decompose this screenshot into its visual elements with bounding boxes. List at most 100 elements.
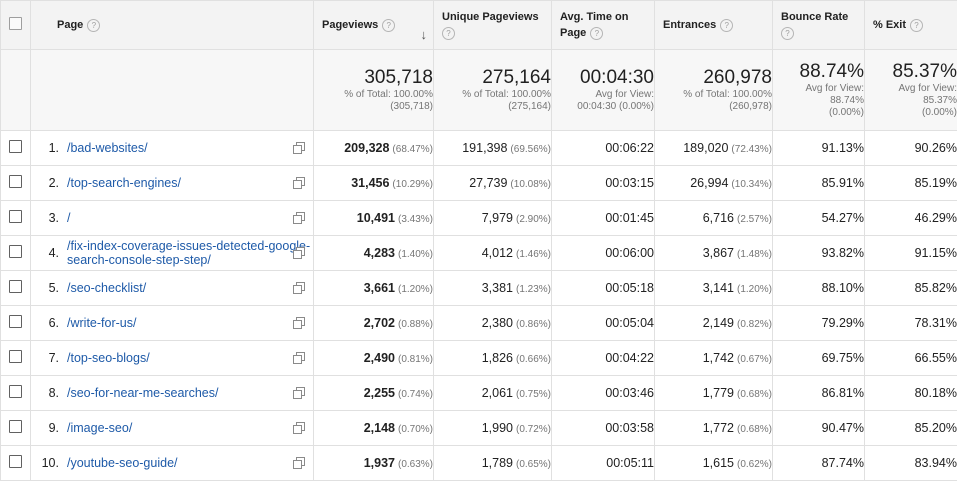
help-icon[interactable]: ? [720, 18, 734, 32]
open-in-new-window-icon[interactable] [293, 282, 305, 294]
help-icon[interactable]: ? [910, 18, 924, 32]
page-link[interactable]: /fix-index-coverage-issues-detected-goog… [67, 239, 311, 267]
row-checkbox[interactable] [9, 385, 22, 398]
row-checkbox[interactable] [9, 455, 22, 468]
page-cell: 10. /youtube-seo-guide/ [30, 445, 314, 481]
bounce-rate-value: 91.13% [821, 141, 864, 155]
unique-pageviews-cell: 1,990 (0.72%) [433, 410, 552, 446]
page-link[interactable]: / [67, 211, 71, 225]
entrances-percent: (0.62%) [736, 459, 772, 470]
open-in-new-window-icon[interactable] [293, 177, 305, 189]
bounce-rate-cell: 88.10% [772, 270, 865, 306]
row-checkbox[interactable] [9, 210, 22, 223]
page-link[interactable]: /image-seo/ [67, 421, 133, 435]
unique-pageviews-cell: 191,398 (69.56%) [433, 130, 552, 166]
help-icon[interactable]: ? [590, 26, 604, 40]
table-row: 1. /bad-websites/ 209,328 (68.47%) 191,39… [0, 130, 957, 166]
entrances-cell: 2,149 (0.82%) [654, 305, 773, 341]
summary-sub: (275,164) [508, 101, 551, 112]
row-select-cell [0, 375, 31, 411]
summary-sub: % of Total: 100.00% [344, 89, 433, 100]
unique-pageviews-percent: (0.86%) [515, 319, 551, 330]
column-header-pageviews-label: Pageviews [322, 19, 379, 31]
unique-pageviews-value: 27,739 [469, 176, 508, 190]
avg-time-cell: 00:03:46 [551, 375, 655, 411]
exit-value: 91.15% [914, 246, 957, 260]
open-in-new-window-icon[interactable] [293, 387, 305, 399]
row-select-cell [0, 270, 31, 306]
avg-time-value: 00:06:00 [605, 246, 654, 260]
column-header-bounce-rate[interactable]: Bounce Rate ? [772, 0, 865, 50]
open-in-new-window-icon[interactable] [293, 142, 305, 154]
summary-sub: Avg for View: [595, 89, 654, 100]
page-link[interactable]: /top-search-engines/ [67, 176, 181, 190]
entrances-percent: (72.43%) [731, 144, 772, 155]
summary-sub: Avg for View: [805, 83, 864, 94]
column-header-pageviews[interactable]: Pageviews? ↓ [313, 0, 434, 50]
exit-cell: 85.19% [864, 165, 957, 201]
pageviews-value: 1,937 [363, 456, 395, 470]
row-checkbox[interactable] [9, 350, 22, 363]
bounce-rate-value: 54.27% [821, 211, 864, 225]
page-link[interactable]: /seo-checklist/ [67, 281, 147, 295]
unique-pageviews-cell: 27,739 (10.08%) [433, 165, 552, 201]
column-header-entrances[interactable]: Entrances? [654, 0, 773, 50]
help-icon[interactable]: ? [382, 18, 396, 32]
bounce-rate-value: 85.91% [821, 176, 864, 190]
summary-sub: (0.00%) [921, 107, 957, 118]
unique-pageviews-value: 191,398 [462, 141, 508, 155]
entrances-percent: (0.67%) [736, 354, 772, 365]
row-checkbox[interactable] [9, 245, 22, 258]
pageviews-percent: (0.81%) [397, 354, 433, 365]
unique-pageviews-percent: (0.72%) [515, 424, 551, 435]
row-index: 3. [48, 211, 59, 225]
pageviews-value: 2,255 [363, 386, 395, 400]
column-header-avg-time-label: Avg. Time on Page [560, 11, 629, 39]
bounce-rate-cell: 86.81% [772, 375, 865, 411]
summary-sub: (0.00%) [828, 107, 864, 118]
unique-pageviews-cell: 2,380 (0.86%) [433, 305, 552, 341]
exit-value: 90.26% [914, 141, 957, 155]
page-link[interactable]: /top-seo-blogs/ [67, 351, 150, 365]
exit-cell: 85.20% [864, 410, 957, 446]
open-in-new-window-icon[interactable] [293, 422, 305, 434]
entrances-percent: (0.82%) [736, 319, 772, 330]
select-all-checkbox[interactable] [9, 17, 22, 30]
sort-descending-icon[interactable]: ↓ [420, 27, 428, 42]
entrances-value: 2,149 [702, 316, 734, 330]
open-in-new-window-icon[interactable] [293, 212, 305, 224]
page-link[interactable]: /youtube-seo-guide/ [67, 456, 178, 470]
column-header-unique-pageviews[interactable]: Unique Pageviews ? [433, 0, 552, 50]
help-icon[interactable]: ? [781, 26, 794, 40]
page-link[interactable]: /seo-for-near-me-searches/ [67, 386, 219, 400]
row-checkbox[interactable] [9, 315, 22, 328]
avg-time-cell: 00:05:11 [551, 445, 655, 481]
column-header-bounce-rate-label: Bounce Rate [781, 11, 849, 23]
help-icon[interactable]: ? [442, 26, 455, 40]
summary-empty-cell [0, 49, 31, 131]
open-in-new-window-icon[interactable] [293, 247, 305, 259]
open-in-new-window-icon[interactable] [293, 317, 305, 329]
header-row: Page? Pageviews? ↓ Unique Pageviews ? Av… [0, 0, 957, 50]
column-header-exit[interactable]: % Exit? [864, 0, 957, 50]
page-link[interactable]: /write-for-us/ [67, 316, 137, 330]
summary-sub: 88.74% [830, 95, 864, 106]
avg-time-cell: 00:06:22 [551, 130, 655, 166]
row-checkbox[interactable] [9, 175, 22, 188]
table-row: 2. /top-search-engines/ 31,456 (10.29%) 2… [0, 165, 957, 201]
unique-pageviews-value: 7,979 [481, 211, 513, 225]
page-link[interactable]: /bad-websites/ [67, 141, 148, 155]
row-checkbox[interactable] [9, 420, 22, 433]
column-header-page[interactable]: Page? [30, 0, 314, 50]
entrances-value: 26,994 [690, 176, 729, 190]
bounce-rate-value: 88.10% [821, 281, 864, 295]
column-header-avg-time[interactable]: Avg. Time on Page? [551, 0, 655, 50]
open-in-new-window-icon[interactable] [293, 457, 305, 469]
exit-cell: 90.26% [864, 130, 957, 166]
row-checkbox[interactable] [9, 280, 22, 293]
unique-pageviews-cell: 1,789 (0.65%) [433, 445, 552, 481]
summary-value: 260,978 [703, 67, 772, 88]
open-in-new-window-icon[interactable] [293, 352, 305, 364]
row-checkbox[interactable] [9, 140, 22, 153]
help-icon[interactable]: ? [87, 18, 101, 32]
